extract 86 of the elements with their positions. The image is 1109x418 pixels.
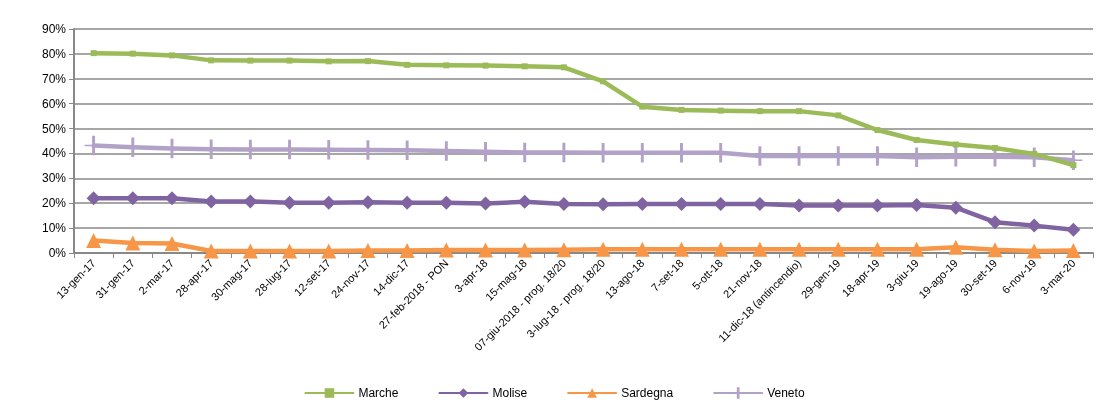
y-tick-label: 70% (41, 71, 67, 86)
point (948, 200, 963, 215)
point (992, 144, 999, 151)
point (948, 239, 964, 255)
point (752, 241, 768, 257)
point (560, 64, 567, 71)
point (125, 191, 140, 206)
point (1070, 162, 1077, 169)
point (639, 103, 646, 110)
point (242, 243, 258, 259)
point (364, 58, 371, 65)
legend-label: Molise (492, 386, 528, 400)
point (286, 57, 293, 64)
point (321, 195, 336, 210)
point (952, 141, 959, 148)
point (831, 198, 846, 213)
point (717, 107, 724, 114)
point (90, 50, 97, 57)
point (635, 196, 650, 211)
point (404, 61, 411, 68)
point (874, 127, 881, 134)
point (713, 196, 728, 211)
y-tick-label: 30% (41, 171, 67, 186)
point (791, 241, 807, 257)
point (478, 242, 494, 258)
point (360, 243, 376, 259)
point (988, 215, 1003, 230)
point (600, 78, 607, 85)
point (835, 112, 842, 119)
y-tick-label: 90% (41, 22, 67, 36)
point (208, 57, 215, 64)
point (673, 241, 689, 257)
y-tick-label: 40% (41, 146, 67, 161)
point (870, 198, 885, 213)
point (247, 57, 254, 64)
point (325, 58, 332, 65)
point (86, 233, 102, 249)
point (595, 241, 611, 257)
point (634, 241, 650, 257)
legend-label: Marche (358, 386, 399, 400)
point (678, 106, 685, 113)
point (517, 242, 533, 258)
point (438, 242, 454, 258)
point (556, 242, 572, 258)
point (129, 50, 136, 57)
point (987, 242, 1003, 258)
point (1066, 222, 1081, 237)
point (243, 194, 258, 209)
point (674, 196, 689, 211)
point (482, 62, 489, 69)
point (203, 243, 219, 259)
point (1026, 243, 1042, 259)
y-tick-label: 10% (41, 221, 67, 236)
point (443, 62, 450, 69)
point (796, 108, 803, 115)
legend-label: Sardegna (621, 386, 674, 400)
point (204, 194, 219, 209)
point (830, 241, 846, 257)
point (399, 243, 415, 259)
legend-label: Veneto (767, 386, 805, 400)
point (909, 241, 925, 257)
point (756, 108, 763, 115)
y-tick-label: 20% (41, 196, 67, 211)
point (125, 235, 141, 251)
point (517, 194, 532, 209)
y-tick-label: 50% (41, 121, 67, 136)
point (282, 243, 298, 259)
point (478, 196, 493, 211)
point (321, 243, 337, 259)
point (1065, 243, 1081, 259)
point (521, 63, 528, 70)
point (1031, 150, 1038, 157)
point (439, 195, 454, 210)
point (913, 137, 920, 143)
point (164, 236, 180, 252)
y-tick-label: 60% (41, 96, 67, 111)
point (869, 241, 885, 257)
point (792, 198, 807, 213)
y-tick-label: 80% (41, 46, 67, 61)
point (86, 191, 101, 206)
y-tick-label: 0% (48, 246, 67, 260)
point (596, 197, 611, 212)
point (713, 241, 729, 257)
point (1027, 218, 1042, 233)
point (282, 195, 297, 210)
point (168, 52, 175, 59)
